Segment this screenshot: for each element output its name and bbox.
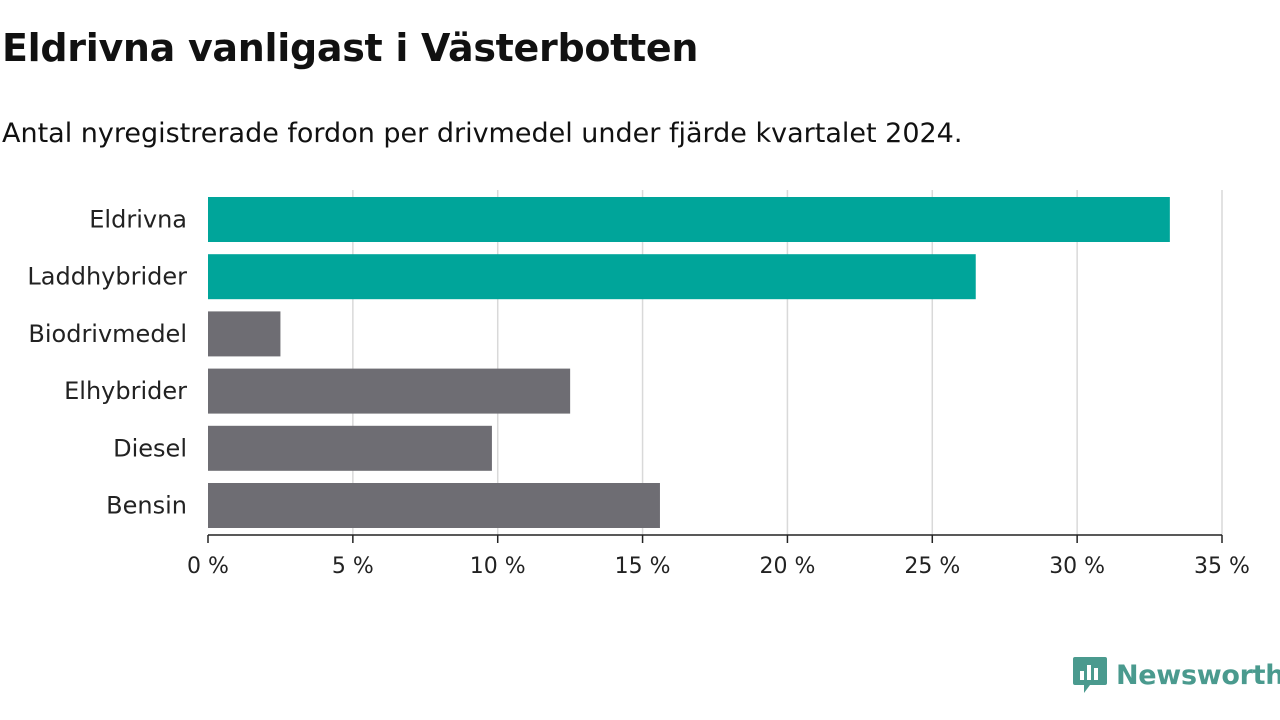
newsworthy-logo-icon (1073, 657, 1107, 693)
bar (208, 483, 660, 528)
bar (208, 425, 492, 471)
category-label: Laddhybrider (27, 263, 187, 291)
bar (208, 254, 976, 300)
newsworthy-logo: Newsworthy (1072, 655, 1280, 695)
x-axis: 0 % 5 % 10 % 15 % 20 % 25 % 30 % 35 % (187, 534, 1250, 579)
gridlines (352, 190, 1223, 535)
x-tick-label: 15 % (615, 554, 671, 579)
bar (208, 311, 281, 357)
bars (208, 197, 1170, 528)
x-tick-label: 35 % (1194, 554, 1250, 579)
x-tick-label: 5 % (332, 554, 374, 579)
chart-title: Eldrivna vanligast i Västerbotten (2, 26, 699, 70)
bar (208, 197, 1170, 242)
x-tick-label: 20 % (759, 554, 815, 579)
category-labels: Eldrivna Laddhybrider Biodrivmedel Elhybrid… (27, 206, 187, 520)
newsworthy-logo-text: Newsworthy (1116, 659, 1280, 691)
category-label: Diesel (113, 434, 187, 462)
bar (208, 368, 571, 414)
x-tick-label: 0 % (187, 554, 229, 579)
category-label: Elhybrider (64, 377, 187, 405)
x-tick-label: 30 % (1049, 554, 1105, 579)
x-tick-label: 25 % (904, 554, 960, 579)
chart-subtitle: Antal nyregistrerade fordon per drivmede… (2, 118, 963, 149)
category-label: Biodrivmedel (28, 320, 187, 348)
category-label: Eldrivna (89, 206, 187, 234)
category-label: Bensin (106, 492, 187, 520)
x-tick-label: 10 % (470, 554, 526, 579)
